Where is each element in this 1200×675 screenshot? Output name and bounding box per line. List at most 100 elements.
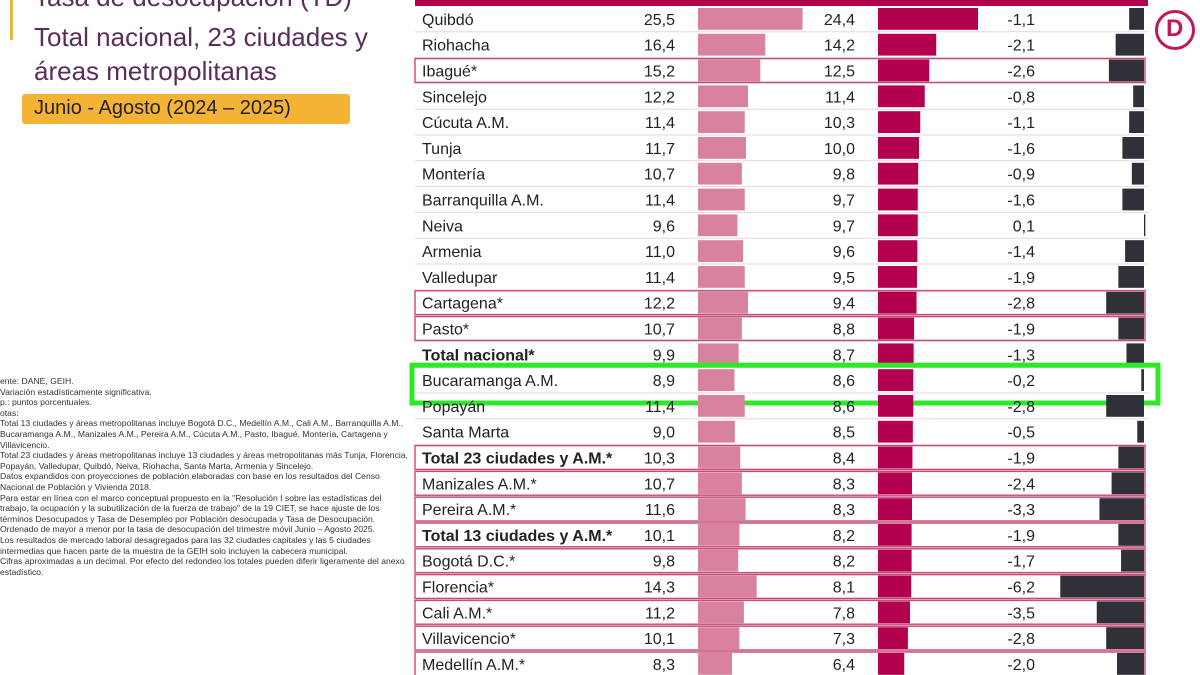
row-12-value-2025: 8,8 [833, 322, 855, 339]
row-20-bar-2024 [698, 524, 740, 546]
row-1-name: Riohacha [422, 38, 490, 55]
row-3-bar-2025 [878, 85, 925, 108]
row-3-value-2025: 11,4 [825, 89, 855, 106]
row-13-bar-2025 [878, 343, 914, 366]
row-21-value-2025: 8,2 [833, 554, 855, 571]
row-4-value-2024: 11,4 [645, 115, 675, 132]
row-23-value-2025: 7,8 [833, 605, 855, 622]
row-14-bar-2025 [878, 369, 914, 391]
row-17-value-2024: 10,3 [644, 451, 675, 468]
row-12-bar-2025 [878, 317, 915, 340]
chart-title-top: Tasa de desocupación (TD) [34, 0, 352, 13]
row-2-value-2024: 15,2 [644, 64, 675, 81]
row-17-value-diff: -1,9 [1007, 451, 1035, 468]
row-22-bar-diff [1060, 575, 1144, 598]
row-4-bar-2025 [878, 111, 921, 133]
table-header-strip [415, 0, 1148, 6]
row-0-name: Quibdó [422, 12, 474, 29]
row-13-value-diff: -1,3 [1007, 347, 1035, 364]
row-14-name: Bucaramanga A.M. [422, 373, 558, 390]
row-14-bar-2024 [698, 369, 735, 391]
row-2-box [414, 57, 1146, 84]
row-1-bar-diff [1115, 33, 1144, 56]
row-15-value-2025: 8,6 [833, 399, 855, 416]
row-21-value-diff: -1,7 [1007, 554, 1035, 571]
row-24-bar-2025 [878, 627, 908, 649]
row-16-value-2025: 8,5 [833, 425, 855, 442]
row-19-bar-2025 [878, 498, 913, 520]
row-17-bar-2024 [698, 446, 741, 469]
row-7-bar-2024 [698, 188, 745, 211]
row-17-value-2025: 8,4 [833, 451, 855, 468]
row-24-value-2024: 10,1 [644, 631, 675, 648]
row-9-name: Armenia [422, 244, 482, 261]
row-8-bar-diff [1144, 214, 1146, 237]
row-5-bar-diff [1122, 137, 1144, 159]
row-7-value-diff: -1,6 [1007, 193, 1035, 210]
row-2-bar-2025 [878, 59, 930, 82]
row-16-bar-2024 [698, 420, 735, 443]
row-19-bar-2024 [698, 498, 746, 520]
row-9-bar-diff [1125, 240, 1144, 262]
row-6-value-2025: 9,8 [833, 167, 855, 184]
row-4-value-2025: 10,3 [824, 115, 855, 132]
row-21-name: Bogotá D.C.* [422, 554, 515, 571]
row-24-value-diff: -2,8 [1007, 631, 1035, 648]
row-14-bar-diff [1141, 369, 1144, 391]
row-20-bar-2025 [878, 524, 912, 546]
logo-letter: D [1166, 15, 1184, 42]
row-22-bar-2024 [698, 575, 757, 598]
period-label: Junio - Agosto (2024 – 2025) [34, 97, 291, 119]
row-0-bar-2025 [878, 8, 979, 30]
period-badge: Junio - Agosto (2024 – 2025) [22, 94, 350, 124]
row-5-value-2025: 10,0 [824, 141, 855, 158]
row-24-name: Villavicencio* [422, 631, 516, 648]
row-15-value-diff: -2,8 [1007, 399, 1035, 416]
row-15-bar-2024 [698, 395, 745, 417]
note-2: Total 23 ciudades y áreas metropolitanas… [0, 450, 408, 471]
title-accent-bar [10, 0, 13, 40]
row-18-value-diff: -2,4 [1007, 476, 1035, 493]
row-25-bar-2024 [698, 653, 733, 675]
row-22-box [414, 573, 1146, 600]
row-21-value-2024: 9,8 [653, 554, 675, 571]
row-8-value-diff: 0,1 [1013, 218, 1035, 235]
row-10-bar-diff [1118, 266, 1144, 288]
row-4-bar-2024 [698, 111, 745, 133]
row-11-value-diff: -2,8 [1007, 296, 1035, 313]
row-10-bar-2025 [878, 266, 917, 288]
note-5: Ordenado de mayor a menor por la tasa de… [0, 524, 375, 535]
row-20-bar-diff [1118, 524, 1144, 546]
row-0-bar-diff [1129, 8, 1144, 30]
row-2-value-diff: -2,6 [1007, 64, 1035, 81]
row-1-value-2025: 14,2 [824, 38, 855, 55]
row-0-value-2025: 24,4 [824, 12, 855, 29]
row-14-value-2025: 8,6 [833, 373, 855, 390]
row-25-name: Medellín A.M.* [422, 657, 525, 674]
row-12-value-2024: 10,7 [644, 322, 675, 339]
row-18-bar-diff [1111, 472, 1144, 495]
row-10-name: Valledupar [422, 270, 498, 287]
row-25-value-diff: -2,0 [1007, 657, 1035, 674]
row-25-bar-2025 [878, 653, 905, 675]
row-16-value-2024: 9,0 [653, 425, 675, 442]
row-10-bar-2024 [698, 266, 745, 288]
row-25-box [414, 651, 1146, 675]
row-21-bar-2025 [878, 549, 912, 572]
row-6-value-2024: 10,7 [644, 167, 675, 184]
row-4-value-diff: -1,1 [1007, 115, 1035, 132]
row-21-bar-2024 [698, 549, 739, 572]
row-13-name: Total nacional* [422, 347, 535, 364]
row-22-bar-2025 [878, 575, 912, 598]
row-3-bar-diff [1133, 85, 1144, 108]
row-12-value-diff: -1,9 [1007, 322, 1035, 339]
row-20-value-2024: 10,1 [644, 528, 675, 545]
dane-logo: D [1155, 10, 1195, 50]
note-source: ente: DANE, GEIH. [0, 376, 74, 386]
row-22-value-2024: 14,3 [644, 580, 675, 597]
row-1-bar-2025 [878, 33, 937, 56]
row-0-value-2024: 25,5 [644, 12, 675, 29]
row-22-value-2025: 8,1 [833, 580, 855, 597]
row-20-value-diff: -1,9 [1007, 528, 1035, 545]
notes-block: ente: DANE, GEIH. Variación estadísticam… [0, 376, 408, 577]
